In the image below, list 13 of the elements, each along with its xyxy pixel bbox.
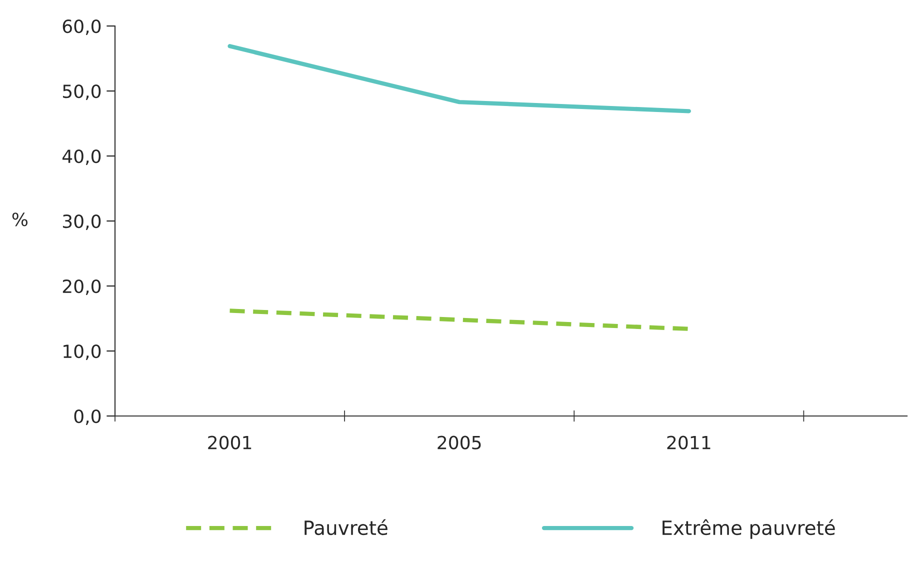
y-tick-label: 30,0	[62, 214, 101, 230]
y-axis-title: %	[12, 212, 28, 226]
x-tick-label: 2011	[667, 436, 710, 450]
y-tick-label: 60,0	[62, 19, 101, 35]
y-tick-label: 0,0	[74, 409, 101, 425]
y-tick-label: 50,0	[62, 84, 101, 100]
y-tick-label: 20,0	[62, 279, 101, 295]
y-tick-label: 40,0	[62, 149, 101, 165]
legend-label: Extrême pauvreté	[662, 519, 835, 539]
x-tick-label: 2005	[438, 436, 481, 450]
x-tick-label: 2001	[208, 436, 252, 450]
legend-label: Pauvreté	[304, 519, 388, 536]
y-tick-label: 10,0	[64, 344, 101, 360]
